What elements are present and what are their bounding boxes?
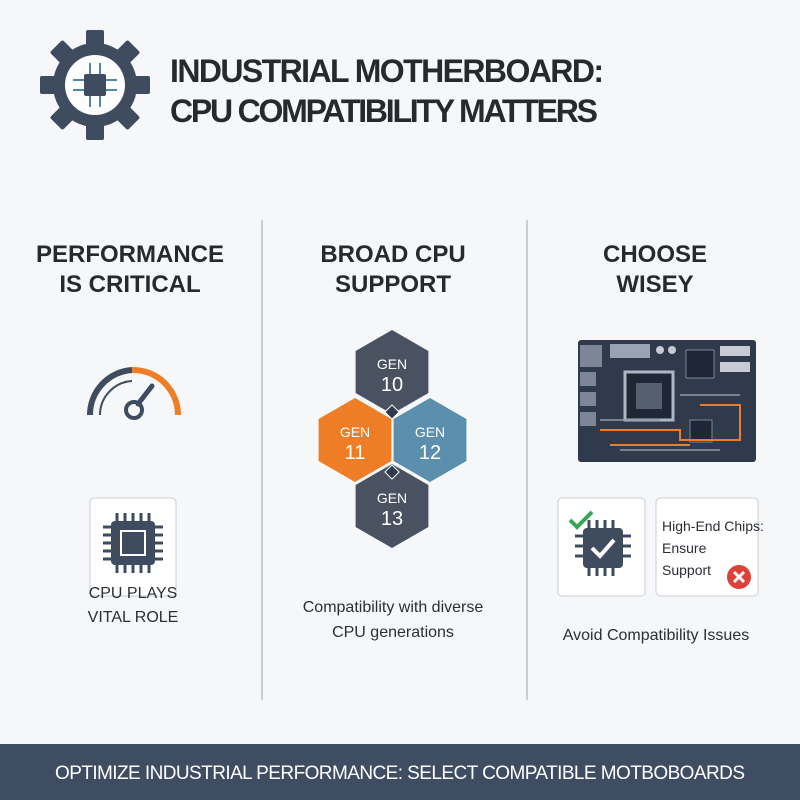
- g-shape: [50, 40, 140, 130]
- card-text: High-End Chips:: [662, 518, 764, 534]
- rect-shape: [111, 521, 155, 565]
- rect-shape: [580, 392, 596, 406]
- warning-card: [655, 497, 759, 597]
- card-text: Ensure: [662, 540, 707, 556]
- line-shape: [135, 383, 155, 407]
- rect-shape: [120, 530, 146, 556]
- gear-logo: [40, 30, 150, 140]
- column-heading: WISEY: [616, 271, 693, 298]
- card-text: Support: [662, 562, 711, 578]
- rect-shape: [84, 74, 106, 96]
- circle-shape: [124, 400, 144, 420]
- column-caption: CPU PLAYS: [89, 585, 178, 602]
- hex-group: GEN 10 GEN 11 GEN 12 GEN 13: [318, 330, 467, 548]
- path-shape: [86, 367, 133, 416]
- column-heading: SUPPORT: [335, 271, 451, 298]
- path-shape: [600, 394, 740, 451]
- hexagon: [355, 330, 429, 414]
- hex-number: 13: [381, 508, 403, 530]
- rect-shape: [583, 528, 623, 568]
- footer-bar: [0, 744, 800, 800]
- column-caption: Avoid Compatibility Issues: [563, 627, 749, 644]
- title-line: CPU COMPATIBILITY MATTERS: [170, 93, 598, 129]
- column-caption: CPU generations: [332, 624, 454, 641]
- footer-text: OPTIMIZE INDUSTRIAL PERFORMANCE: SELECT …: [55, 763, 745, 784]
- column-heading: BROAD CPU: [320, 241, 465, 268]
- circle-shape: [668, 346, 676, 354]
- circle-shape: [656, 346, 664, 354]
- check-card: [557, 497, 646, 597]
- title-line: INDUSTRIAL MOTHERBOARD:: [170, 53, 604, 89]
- hex-number: 12: [419, 442, 441, 464]
- rect-shape: [580, 372, 596, 386]
- hex-label: GEN: [377, 356, 407, 372]
- hexagon: [355, 464, 429, 548]
- path-shape: [590, 538, 616, 559]
- column-heading: PERFORMANCE: [36, 241, 224, 268]
- hex-label: GEN: [377, 490, 407, 506]
- rect-shape: [580, 412, 596, 426]
- connector: [384, 464, 400, 480]
- rect-shape: [720, 362, 750, 372]
- hex-label: GEN: [415, 424, 445, 440]
- column-caption: Compatibility with diverse: [303, 599, 484, 616]
- hex-number: 11: [345, 442, 366, 464]
- rect-shape: [685, 349, 715, 379]
- path-shape: [73, 63, 117, 107]
- path-shape: [131, 366, 181, 416]
- column-heading: IS CRITICAL: [59, 271, 200, 298]
- path-shape: [575, 520, 631, 576]
- rect-shape: [689, 419, 713, 443]
- rect-shape: [720, 346, 750, 356]
- hexagon: [318, 398, 392, 482]
- rect-shape: [610, 344, 650, 358]
- cpu-card: [89, 497, 177, 597]
- rect-shape: [580, 345, 602, 367]
- path-shape: [600, 404, 741, 446]
- hex-number: 10: [381, 374, 403, 396]
- hexagon: [393, 398, 467, 482]
- column-caption: VITAL ROLE: [88, 609, 179, 626]
- motherboard-image: [578, 340, 756, 462]
- hex-label: GEN: [340, 424, 370, 440]
- rect-shape: [636, 383, 662, 409]
- connector: [384, 404, 400, 420]
- column-heading: CHOOSE: [603, 241, 707, 268]
- path-shape: [103, 513, 163, 573]
- path-shape: [732, 570, 746, 584]
- path-shape: [568, 510, 594, 530]
- g-shape: [73, 63, 117, 107]
- gauge-icon: [86, 366, 181, 420]
- path-shape: [98, 380, 133, 416]
